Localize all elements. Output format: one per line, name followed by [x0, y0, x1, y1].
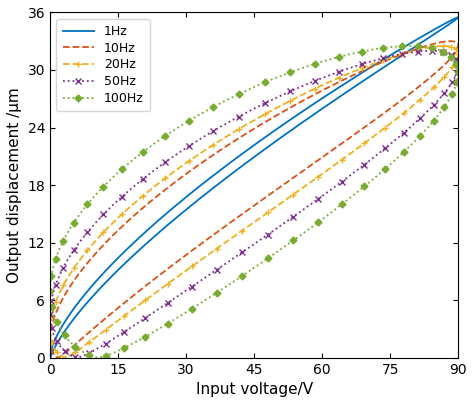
- 20Hz: [281, 102, 287, 107]
- 10Hz: [448, 39, 454, 44]
- 20Hz: [62, 355, 67, 360]
- 10Hz: [387, 57, 393, 61]
- 100Hz: [105, 353, 111, 358]
- 100Hz: [281, 72, 287, 77]
- 50Hz: [274, 95, 280, 100]
- Line: 50Hz: 50Hz: [46, 47, 462, 361]
- 1Hz: [274, 126, 280, 131]
- 20Hz: [105, 326, 111, 330]
- 1Hz: [47, 354, 53, 359]
- 1Hz: [281, 122, 287, 126]
- 50Hz: [387, 54, 393, 59]
- 20Hz: [47, 327, 53, 332]
- Legend: 1Hz, 10Hz, 20Hz, 50Hz, 100Hz: 1Hz, 10Hz, 20Hz, 50Hz, 100Hz: [56, 19, 150, 111]
- X-axis label: Input voltage/V: Input voltage/V: [196, 382, 313, 397]
- 100Hz: [407, 44, 413, 48]
- 50Hz: [348, 173, 354, 177]
- 50Hz: [428, 48, 433, 53]
- Line: 10Hz: 10Hz: [50, 41, 458, 358]
- 20Hz: [274, 105, 280, 110]
- 100Hz: [348, 195, 354, 200]
- 10Hz: [47, 337, 53, 341]
- 100Hz: [387, 45, 393, 50]
- Line: 100Hz: 100Hz: [48, 44, 461, 360]
- 50Hz: [105, 340, 111, 345]
- 100Hz: [415, 135, 421, 140]
- 20Hz: [440, 44, 446, 48]
- 10Hz: [274, 112, 280, 117]
- 10Hz: [105, 314, 111, 319]
- 100Hz: [274, 75, 280, 80]
- Y-axis label: Output displacement /μm: Output displacement /μm: [7, 87, 22, 283]
- 50Hz: [415, 118, 421, 122]
- 1Hz: [105, 278, 111, 283]
- 1Hz: [348, 87, 354, 92]
- 1Hz: [415, 42, 421, 47]
- Line: 20Hz: 20Hz: [46, 42, 462, 361]
- 20Hz: [415, 99, 421, 104]
- 100Hz: [47, 288, 53, 293]
- 1Hz: [47, 355, 53, 360]
- 20Hz: [348, 151, 354, 156]
- 1Hz: [387, 53, 393, 58]
- 50Hz: [281, 92, 287, 97]
- 20Hz: [387, 55, 393, 60]
- 1Hz: [47, 354, 53, 359]
- 10Hz: [348, 135, 354, 140]
- 50Hz: [74, 355, 80, 360]
- 10Hz: [415, 85, 421, 90]
- 20Hz: [47, 327, 53, 332]
- 100Hz: [94, 355, 100, 360]
- 1Hz: [455, 15, 461, 20]
- 100Hz: [47, 288, 53, 293]
- 50Hz: [47, 312, 53, 317]
- 10Hz: [281, 109, 287, 114]
- Line: 1Hz: 1Hz: [50, 17, 458, 358]
- 10Hz: [55, 355, 61, 360]
- 50Hz: [47, 312, 53, 317]
- 10Hz: [47, 337, 53, 341]
